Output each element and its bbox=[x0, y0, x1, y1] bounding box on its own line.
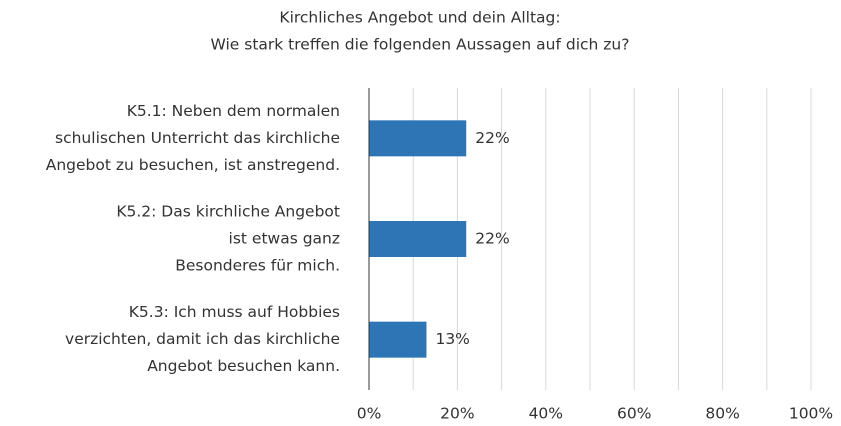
value-label: 22% bbox=[475, 129, 509, 147]
category-label: K5.2: Das kirchliche Angebot bbox=[116, 203, 340, 221]
chart-title: Wie stark treffen die folgenden Aussagen… bbox=[211, 36, 630, 54]
category-label: K5.1: Neben dem normalen bbox=[127, 102, 340, 120]
value-label: 13% bbox=[435, 330, 469, 348]
category-label: Angebot besuchen kann. bbox=[147, 357, 340, 375]
bar bbox=[369, 120, 467, 157]
bar bbox=[369, 321, 427, 358]
value-label: 22% bbox=[475, 230, 509, 248]
category-label: Besonderes für mich. bbox=[175, 257, 340, 275]
category-label: verzichten, damit ich das kirchliche bbox=[65, 330, 340, 348]
chart-title: Kirchliches Angebot und dein Alltag: bbox=[279, 9, 560, 27]
x-tick-label: 40% bbox=[529, 405, 563, 423]
category-label: schulischen Unterricht das kirchliche bbox=[55, 129, 340, 147]
x-tick-label: 100% bbox=[789, 405, 833, 423]
x-tick-label: 60% bbox=[617, 405, 651, 423]
category-label: Angebot zu besuchen, ist anstregend. bbox=[46, 156, 340, 174]
x-tick-label: 0% bbox=[357, 405, 382, 423]
bar bbox=[369, 221, 467, 257]
category-label: K5.3: Ich muss auf Hobbies bbox=[129, 303, 340, 321]
category-label: ist etwas ganz bbox=[229, 230, 340, 248]
x-tick-label: 80% bbox=[705, 405, 739, 423]
x-tick-label: 20% bbox=[440, 405, 474, 423]
